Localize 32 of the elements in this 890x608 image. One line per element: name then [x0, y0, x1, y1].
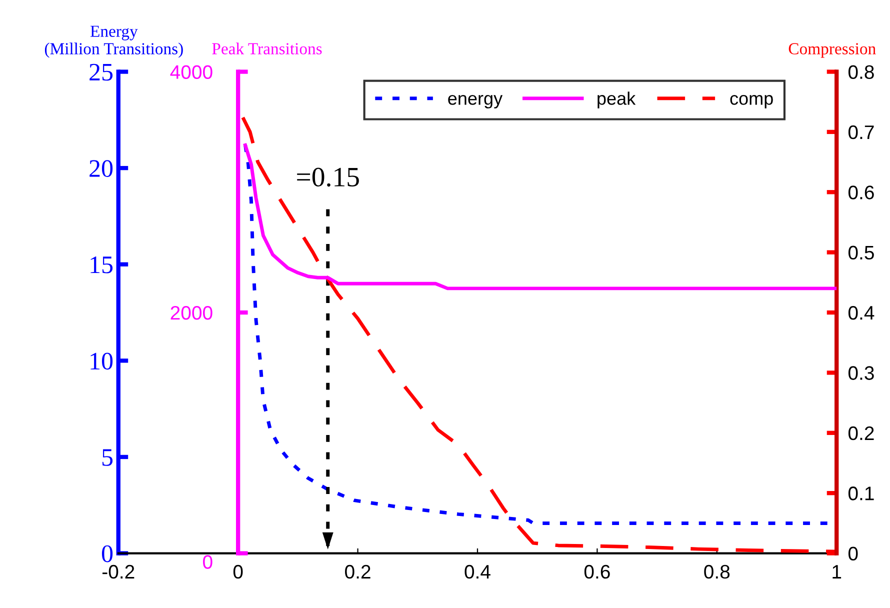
y3-tick-label: 4000	[170, 65, 212, 79]
x-tick-label: 0.8	[704, 564, 730, 579]
legend-label: peak	[598, 92, 636, 108]
y-tick-label: 20	[90, 160, 113, 177]
x-tick-label: 0.4	[464, 564, 490, 579]
y-tick-label: 0	[102, 545, 113, 562]
y2-tick-label: 0.3	[848, 366, 874, 380]
y-tick-label: 25	[90, 64, 113, 81]
y2-axis-title: Compression	[788, 43, 876, 58]
y2-tick-label: 0.6	[848, 186, 874, 200]
y3-tick-label: 0	[203, 555, 212, 569]
y-tick-label: 10	[90, 352, 113, 370]
x-tick-label: 0.2	[345, 564, 370, 579]
y2-tick-label: 0.2	[848, 426, 874, 440]
y2-tick-label: 0.1	[848, 486, 874, 500]
y2-tick-label: 0.4	[848, 306, 874, 320]
legend-label: energy	[448, 94, 503, 108]
y3-axis-title: Peak Transitions	[212, 42, 322, 54]
x-tick-label: 0	[233, 564, 243, 579]
y2-tick-label: 0.8	[848, 65, 874, 79]
x-tick-label: 1	[832, 565, 842, 578]
ref-line-label: =0.15	[297, 168, 359, 187]
y2-tick-label: 0	[848, 546, 858, 561]
y-axis-title: Energy (Million Transitions)	[44, 26, 183, 58]
y3-tick-label: 2000	[170, 306, 212, 320]
x-tick-label: 0.6	[584, 564, 610, 579]
legend-label: comp	[730, 94, 773, 108]
y2-tick-label: 0.7	[848, 125, 874, 140]
y-tick-label: 5	[102, 449, 113, 466]
x-tick-label: -0.2	[102, 564, 134, 579]
y-tick-label: 15	[90, 256, 113, 274]
y2-tick-label: 0.5	[848, 246, 874, 260]
